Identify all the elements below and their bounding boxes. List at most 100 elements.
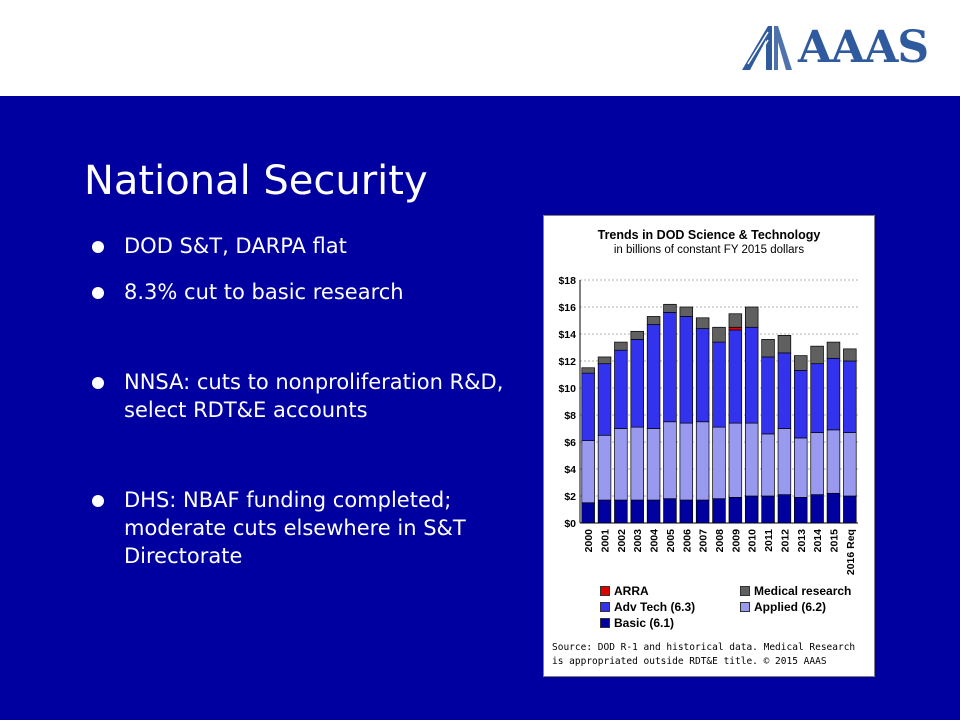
bar-segment xyxy=(614,349,628,429)
y-tick-label: $18 xyxy=(558,275,576,287)
y-tick-label: $16 xyxy=(558,302,576,314)
bar-segment xyxy=(695,421,710,501)
bar-segment xyxy=(646,428,661,501)
legend-label: Basic (6.1) xyxy=(614,616,675,630)
bar-segment xyxy=(777,334,792,354)
bullet-text: 8.3% cut to basic research xyxy=(124,280,404,304)
legend-item-applied: Applied (6.2) xyxy=(740,600,826,614)
bullet-text: DOD S&T, DARPA flat xyxy=(124,234,347,258)
y-tick-label: $4 xyxy=(564,464,576,476)
bar-segment xyxy=(614,428,628,501)
x-tick-label: 2007 xyxy=(698,529,710,553)
chart-subtitle: in billions of constant FY 2015 dollars xyxy=(613,244,805,256)
bar-segment xyxy=(761,433,775,497)
legend-item-advtech: Adv Tech (6.3) xyxy=(600,600,695,614)
y-tick-label: $6 xyxy=(564,437,576,449)
bar-segment xyxy=(581,367,595,374)
bar-segment xyxy=(843,360,857,433)
bar-segment xyxy=(712,426,726,500)
x-tick-label: 2010 xyxy=(747,529,759,553)
legend-swatch xyxy=(740,601,750,612)
bar-segment xyxy=(761,356,775,435)
y-tick-label: $2 xyxy=(564,491,576,503)
x-tick-label: 2008 xyxy=(714,529,726,553)
legend-label: Adv Tech (6.3) xyxy=(614,600,696,614)
y-tick-label: $12 xyxy=(558,356,576,368)
legend-label: Applied (6.2) xyxy=(754,600,827,614)
bar-segment xyxy=(794,370,808,439)
bar-segment xyxy=(646,316,661,325)
bar-segment xyxy=(663,498,677,524)
bar-segment xyxy=(761,495,775,524)
bar-segment xyxy=(679,306,694,317)
bar-segment xyxy=(826,341,841,359)
bar-segment xyxy=(826,492,841,524)
bar-segment xyxy=(630,339,644,428)
bar-segment xyxy=(826,429,841,494)
x-tick-label: 2004 xyxy=(649,529,661,553)
y-tick-label: $8 xyxy=(564,410,576,422)
legend-item-arra: ARRA xyxy=(600,584,649,598)
bar-segment xyxy=(728,497,743,524)
x-tick-label: 2012 xyxy=(779,529,791,553)
y-tick-label: $14 xyxy=(558,329,576,341)
bar-segment xyxy=(744,422,759,497)
bar-segment xyxy=(843,495,857,524)
bar-segment xyxy=(777,494,792,524)
bar-segment xyxy=(646,324,661,429)
bullet-dot-icon xyxy=(92,495,104,507)
chart-source-note: Source: DOD R-1 and historical data. Med… xyxy=(552,642,856,667)
bar-segment xyxy=(843,432,857,497)
chart-title: Trends in DOD Science & Technology xyxy=(597,228,821,242)
bar-segment xyxy=(679,499,694,524)
y-tick-label: $0 xyxy=(564,518,576,530)
legend-label: ARRA xyxy=(614,584,649,598)
bullet-text: DHS: NBAF funding completed; moderate cu… xyxy=(124,488,466,568)
legend-swatch xyxy=(600,601,610,612)
legend-swatch xyxy=(600,617,610,628)
aaas-logo-icon xyxy=(742,26,792,70)
bar-segment xyxy=(744,326,759,424)
x-tick-label: 2014 xyxy=(812,529,824,553)
bullet-text: NNSA: cuts to nonproliferation R&D, sele… xyxy=(124,370,504,422)
bar-segment xyxy=(744,495,759,524)
bar-segment xyxy=(695,317,710,329)
x-tick-label: 2006 xyxy=(681,529,693,553)
x-tick-label: 2016 Req xyxy=(845,529,857,575)
bar-segment xyxy=(646,499,661,524)
bullet-dot-icon xyxy=(92,377,104,389)
bar-segment xyxy=(744,306,759,328)
bar-segment xyxy=(794,355,808,371)
bar-segment xyxy=(728,313,743,328)
bar-segment xyxy=(630,499,644,524)
slide-title: National Security xyxy=(84,158,428,204)
aaas-logo: AAAS xyxy=(738,20,938,76)
x-tick-label: 2011 xyxy=(763,529,775,552)
y-tick-label: $10 xyxy=(558,383,576,395)
bar-segment xyxy=(614,499,628,524)
bar-segment xyxy=(712,341,726,428)
bar-segment xyxy=(581,372,595,441)
bar-segment xyxy=(794,437,808,498)
bar-segment xyxy=(695,499,710,524)
bar-segment xyxy=(695,328,710,423)
bar-segment xyxy=(777,428,792,496)
bar-segment xyxy=(581,440,595,504)
x-tick-label: 2003 xyxy=(632,529,644,553)
bar-segment xyxy=(810,432,824,496)
bar-segment xyxy=(777,352,792,429)
x-tick-label: 2015 xyxy=(828,529,840,553)
bar-segment xyxy=(679,316,694,424)
x-tick-label: 2013 xyxy=(796,529,808,553)
chart-plot: $0 $2 $4 $6 $8 $10 $12 $14 $16 $18 2000 2001 2002 200… xyxy=(558,275,858,575)
bar-segment xyxy=(630,426,644,501)
logo-text: AAAS xyxy=(798,22,929,73)
bar-segment xyxy=(663,421,677,500)
bar-segment xyxy=(728,326,743,331)
x-tick-label: 2005 xyxy=(665,529,677,553)
bullet-dot-icon xyxy=(92,241,104,253)
bar-segment xyxy=(663,303,677,313)
bar-segment xyxy=(728,422,743,498)
bullet-dot-icon xyxy=(92,287,104,299)
bar-segment xyxy=(728,329,743,424)
